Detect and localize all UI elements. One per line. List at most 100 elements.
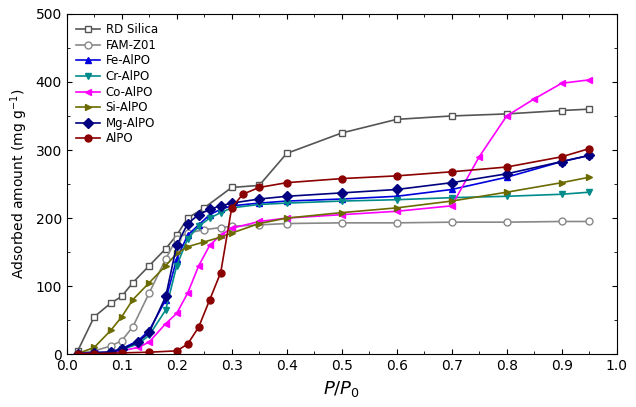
AlPO	[448, 169, 455, 174]
RD Silica	[162, 246, 170, 251]
RD Silica	[256, 183, 263, 188]
Cr-AlPO	[448, 195, 455, 200]
AlPO	[184, 341, 191, 346]
Cr-AlPO	[585, 190, 593, 195]
RD Silica	[90, 314, 98, 319]
Co-AlPO	[585, 77, 593, 82]
RD Silica	[558, 108, 565, 113]
Mg-AlPO	[448, 180, 455, 185]
Mg-AlPO	[90, 350, 98, 355]
Fe-AlPO	[184, 233, 191, 238]
AlPO	[206, 298, 214, 302]
Line: FAM-Z01: FAM-Z01	[74, 218, 593, 357]
Y-axis label: Adsorbed amount (mg g$^{-1}$): Adsorbed amount (mg g$^{-1}$)	[8, 89, 30, 279]
X-axis label: $P/P_0$: $P/P_0$	[323, 379, 360, 399]
Mg-AlPO	[206, 207, 214, 212]
Si-AlPO	[393, 206, 401, 210]
AlPO	[228, 206, 235, 210]
AlPO	[195, 324, 202, 329]
RD Silica	[503, 112, 511, 116]
RD Silica	[585, 107, 593, 112]
Cr-AlPO	[134, 341, 142, 346]
Si-AlPO	[283, 216, 291, 221]
Si-AlPO	[173, 251, 181, 256]
AlPO	[217, 270, 225, 275]
Co-AlPO	[134, 345, 142, 350]
Si-AlPO	[256, 221, 263, 226]
Co-AlPO	[393, 209, 401, 214]
Co-AlPO	[338, 212, 345, 217]
AlPO	[503, 164, 511, 169]
Fe-AlPO	[107, 349, 114, 354]
RD Silica	[118, 294, 125, 299]
FAM-Z01	[184, 231, 191, 236]
Si-AlPO	[184, 244, 191, 249]
Co-AlPO	[503, 114, 511, 118]
Cr-AlPO	[228, 206, 235, 210]
RD Silica	[393, 117, 401, 122]
RD Silica	[200, 206, 208, 210]
Co-AlPO	[530, 96, 538, 101]
Si-AlPO	[90, 345, 98, 350]
Mg-AlPO	[184, 221, 191, 226]
RD Silica	[146, 263, 153, 268]
RD Silica	[129, 280, 137, 285]
Cr-AlPO	[107, 349, 114, 354]
Mg-AlPO	[217, 204, 225, 208]
AlPO	[338, 176, 345, 181]
Co-AlPO	[107, 350, 114, 354]
FAM-Z01	[173, 236, 181, 241]
Co-AlPO	[173, 311, 181, 316]
Fe-AlPO	[503, 175, 511, 179]
Fe-AlPO	[146, 328, 153, 333]
RD Silica	[283, 151, 291, 156]
AlPO	[146, 350, 153, 354]
Fe-AlPO	[173, 256, 181, 261]
Cr-AlPO	[283, 201, 291, 206]
FAM-Z01	[283, 221, 291, 226]
Co-AlPO	[217, 233, 225, 238]
Fe-AlPO	[162, 298, 170, 302]
Line: Co-AlPO: Co-AlPO	[74, 77, 593, 357]
Mg-AlPO	[195, 212, 202, 217]
Cr-AlPO	[503, 194, 511, 199]
Fe-AlPO	[134, 338, 142, 343]
FAM-Z01	[585, 219, 593, 224]
Si-AlPO	[74, 351, 81, 356]
Cr-AlPO	[256, 202, 263, 207]
Fe-AlPO	[585, 153, 593, 158]
Mg-AlPO	[283, 194, 291, 199]
FAM-Z01	[228, 224, 235, 229]
AlPO	[74, 351, 81, 356]
Line: Fe-AlPO: Fe-AlPO	[74, 152, 593, 357]
Fe-AlPO	[393, 194, 401, 199]
AlPO	[585, 146, 593, 151]
AlPO	[239, 192, 247, 197]
Legend: RD Silica, FAM-Z01, Fe-AlPO, Cr-AlPO, Co-AlPO, Si-AlPO, Mg-AlPO, AlPO: RD Silica, FAM-Z01, Fe-AlPO, Cr-AlPO, Co…	[73, 20, 162, 149]
Fe-AlPO	[74, 351, 81, 356]
AlPO	[283, 180, 291, 185]
FAM-Z01	[107, 344, 114, 348]
Mg-AlPO	[74, 351, 81, 356]
Cr-AlPO	[393, 197, 401, 202]
Mg-AlPO	[173, 243, 181, 248]
FAM-Z01	[256, 223, 263, 228]
AlPO	[173, 348, 181, 353]
Mg-AlPO	[107, 350, 114, 354]
Co-AlPO	[256, 219, 263, 224]
Co-AlPO	[283, 216, 291, 221]
Cr-AlPO	[118, 347, 125, 352]
Mg-AlPO	[118, 347, 125, 352]
RD Silica	[228, 185, 235, 190]
Cr-AlPO	[195, 224, 202, 229]
Cr-AlPO	[338, 199, 345, 204]
FAM-Z01	[393, 221, 401, 225]
Cr-AlPO	[558, 192, 565, 197]
Si-AlPO	[585, 175, 593, 179]
Fe-AlPO	[118, 346, 125, 351]
AlPO	[256, 185, 263, 190]
Si-AlPO	[129, 298, 137, 302]
Fe-AlPO	[206, 212, 214, 217]
RD Silica	[107, 301, 114, 306]
Si-AlPO	[448, 199, 455, 204]
